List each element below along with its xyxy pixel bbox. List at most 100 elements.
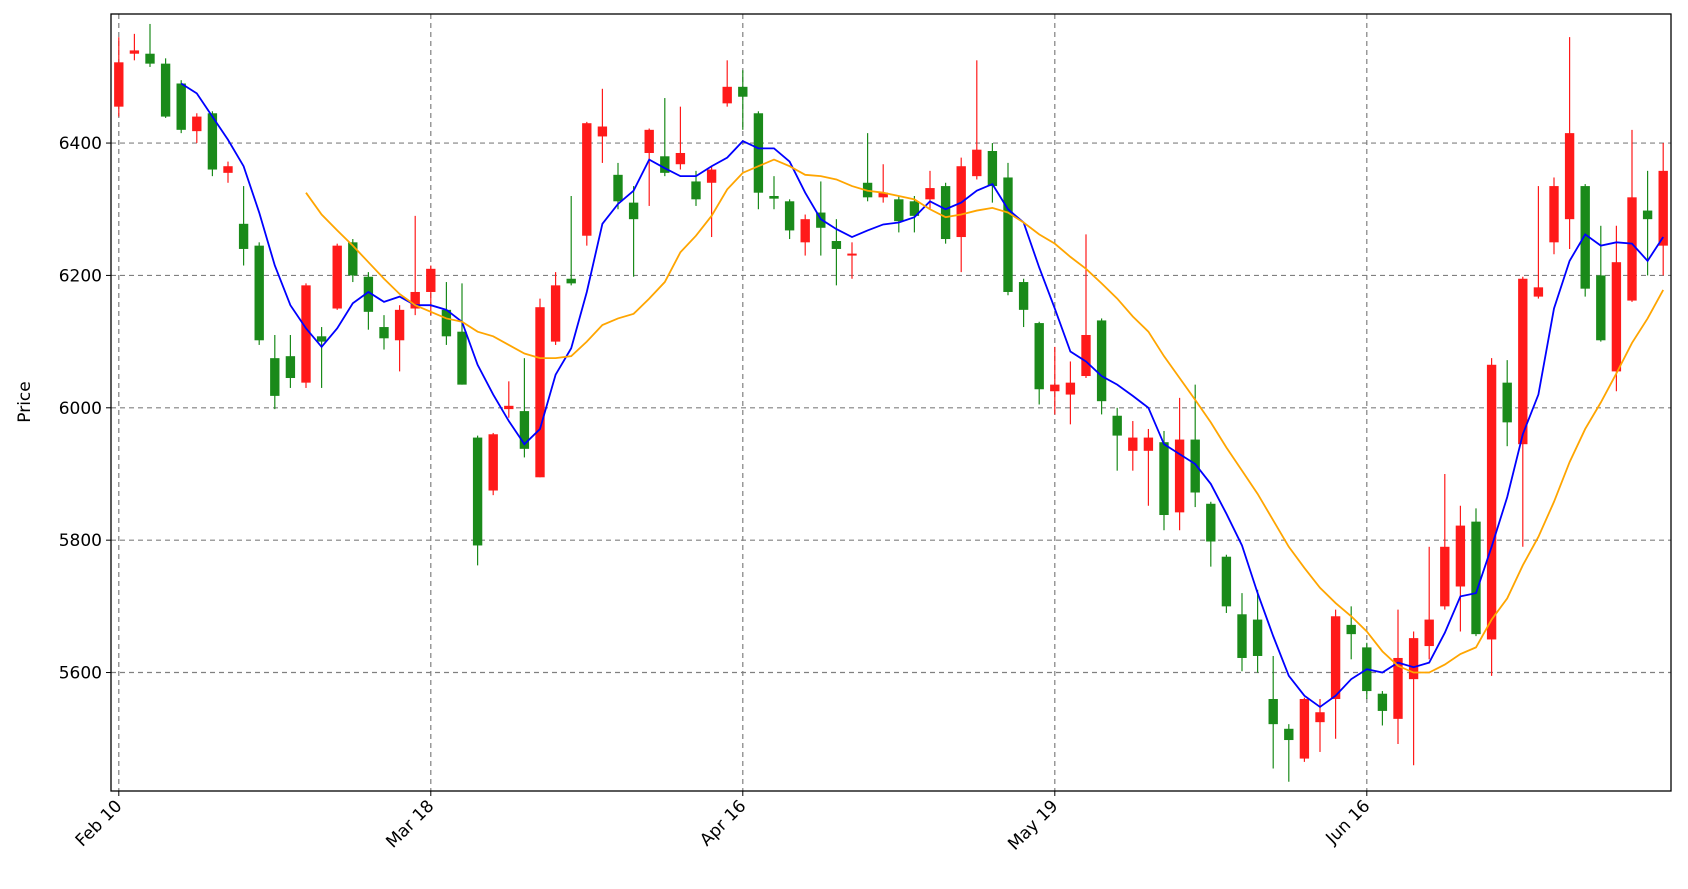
candle-body (847, 253, 857, 256)
candle-body (753, 113, 764, 193)
candle-body (1424, 619, 1434, 647)
candle-body (457, 331, 467, 385)
x-tick-label: Apr 16 (696, 796, 750, 850)
x-tick-label: Jun 16 (1322, 796, 1375, 849)
plot-frame (110, 13, 1672, 792)
candle-body (1174, 439, 1185, 513)
candle-body (535, 307, 545, 478)
candle-body (1034, 323, 1044, 390)
candle-body (160, 63, 171, 117)
candle-body (207, 113, 218, 170)
candle-body (972, 149, 982, 177)
candle-body (925, 188, 935, 200)
candle-body (1237, 614, 1247, 658)
candle-body (363, 276, 374, 312)
candle-body (566, 278, 576, 284)
candle-body (800, 219, 810, 243)
y-tick-label: 5800 (59, 531, 102, 551)
candle-body (769, 196, 779, 199)
candle-body (1580, 186, 1590, 289)
candle-body (145, 53, 155, 64)
candle-body (1268, 699, 1278, 725)
candle-body (176, 83, 186, 130)
x-tick-label: Mar 18 (382, 796, 438, 852)
candle-body (519, 411, 530, 449)
candle-body (301, 285, 311, 383)
candle-body (1549, 186, 1559, 243)
candle-body (1440, 546, 1450, 607)
x-tick-label: Feb 10 (72, 796, 127, 851)
candle-body (1330, 616, 1341, 700)
candle-body (784, 201, 795, 231)
candle-body (1003, 177, 1013, 292)
candle-body (550, 285, 561, 342)
candle-body (1611, 262, 1622, 372)
y-axis-label: Price (15, 381, 35, 422)
candle-body (1408, 638, 1419, 680)
candle-body (644, 129, 654, 153)
candle-body (1502, 382, 1512, 423)
candle-body (332, 245, 342, 309)
candle-body (1159, 442, 1169, 516)
candle-body (1486, 364, 1497, 640)
candle-body (628, 202, 639, 220)
candle-body (1190, 439, 1200, 493)
candle-body (660, 156, 670, 173)
y-tick-label: 6000 (59, 399, 102, 419)
candle-body (348, 242, 358, 276)
candle-body (909, 201, 920, 216)
candle-body (878, 192, 888, 198)
candle-body (192, 116, 202, 132)
candle-body (1112, 415, 1122, 436)
candle-body (1377, 693, 1388, 711)
candle-body (1096, 320, 1107, 402)
candle-body (1596, 275, 1606, 341)
candle-body (114, 62, 124, 107)
candle-body (488, 434, 498, 491)
candle-body (940, 186, 951, 240)
candle-body (1346, 624, 1356, 635)
candle-body (270, 358, 280, 396)
candle-body (1627, 197, 1637, 301)
candle-body (1143, 437, 1154, 451)
candle-body (285, 356, 296, 379)
candle-body (1642, 210, 1653, 220)
candle-body (1018, 282, 1029, 310)
candle-body (1658, 170, 1668, 246)
candle-body (1471, 521, 1481, 635)
candle-body (1284, 728, 1294, 741)
y-tick-label: 6400 (59, 134, 102, 154)
candle-body (1518, 278, 1528, 445)
candle-body (1533, 287, 1544, 297)
candle-body (1065, 382, 1076, 395)
candle-body (675, 152, 686, 165)
candle-body (1455, 525, 1466, 587)
candle-body (613, 174, 623, 202)
candle-body (1050, 384, 1060, 392)
candle-body (254, 245, 264, 341)
candle-body (706, 169, 717, 183)
candle-body (1128, 437, 1138, 451)
candle-body (1206, 503, 1216, 542)
y-tick-label: 5600 (59, 664, 102, 684)
candle-body (722, 86, 732, 104)
candle-body (1081, 334, 1091, 377)
candle-body (129, 50, 140, 54)
candle-body (597, 126, 608, 137)
moving-average-line (180, 82, 1664, 709)
candle-body (410, 291, 420, 309)
candle-body (987, 151, 998, 187)
candle-body (223, 166, 233, 173)
candle-body (379, 327, 389, 339)
candle-body (831, 241, 842, 249)
candle-body (316, 336, 327, 342)
candle-body (1252, 619, 1263, 656)
candle-body (691, 181, 701, 200)
candle-body (894, 199, 904, 222)
candle-body (582, 123, 592, 236)
y-tick-label: 6200 (59, 266, 102, 286)
x-tick-label: May 19 (1004, 796, 1062, 854)
candle-body (238, 223, 249, 249)
moving-average-line (305, 158, 1664, 674)
